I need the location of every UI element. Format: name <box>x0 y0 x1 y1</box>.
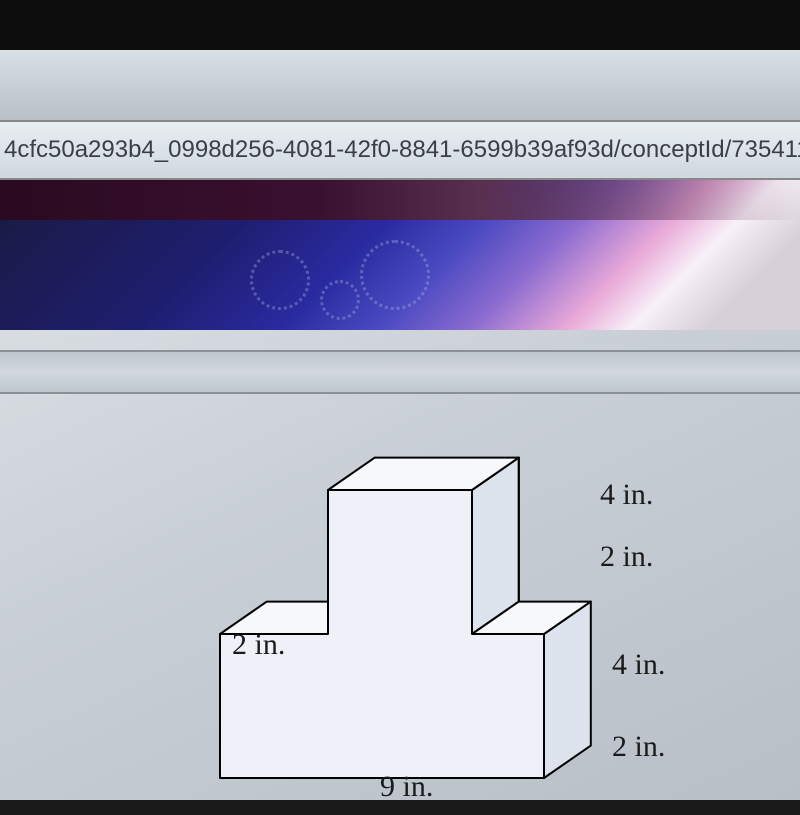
gear-icon <box>320 280 360 320</box>
dim-top-right-step: 2 in. <box>600 540 653 574</box>
gear-icon <box>250 250 310 310</box>
geometry-figure: 4 in. 2 in. 2 in. 4 in. 2 in. 9 in. <box>180 450 740 810</box>
content-area: 4 in. 2 in. 2 in. 4 in. 2 in. 9 in. <box>0 330 800 800</box>
page-header-banner <box>0 180 800 330</box>
dim-top-depth: 4 in. <box>600 478 653 512</box>
dim-bottom-depth: 2 in. <box>612 730 665 764</box>
dim-left-step: 2 in. <box>232 628 285 662</box>
url-bar[interactable]: 4cfc50a293b4_0998d256-4081-42f0-8841-659… <box>0 120 800 180</box>
dim-right-height: 4 in. <box>612 648 665 682</box>
browser-chrome-top <box>0 50 800 120</box>
dim-base-width: 9 in. <box>380 770 433 804</box>
gear-icon <box>360 240 430 310</box>
monitor-bezel <box>0 0 800 50</box>
url-text: 4cfc50a293b4_0998d256-4081-42f0-8841-659… <box>4 136 800 164</box>
